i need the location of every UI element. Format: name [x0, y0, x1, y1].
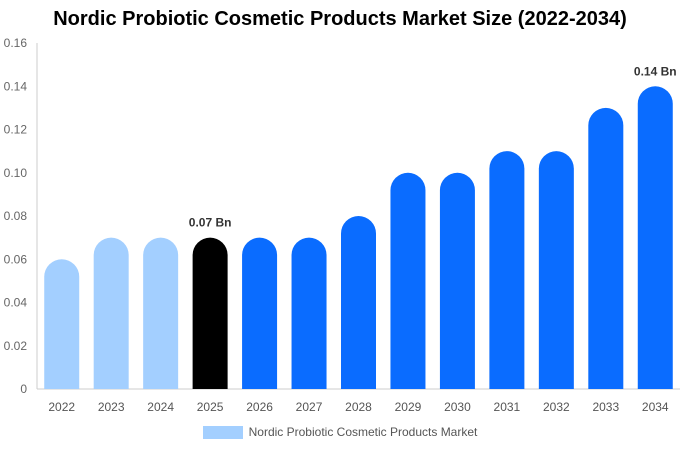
y-tick-label: 0.08 [4, 209, 28, 223]
y-tick-label: 0.10 [4, 166, 28, 180]
bar-2030 [439, 172, 475, 389]
x-tick-label: 2029 [395, 400, 422, 414]
bar-2033 [588, 107, 624, 389]
x-tick-label: 2032 [543, 400, 570, 414]
x-tick-label: 2034 [642, 400, 669, 414]
bar-2027 [291, 237, 327, 389]
chart-bars [44, 86, 673, 389]
bar-2034 [637, 86, 673, 389]
chart-title: Nordic Probiotic Cosmetic Products Marke… [53, 8, 627, 30]
x-tick-label: 2030 [444, 400, 471, 414]
bar-2022 [44, 259, 80, 389]
bar-2028 [341, 216, 376, 389]
x-tick-label: 2031 [494, 400, 521, 414]
bar-2025 [192, 237, 228, 389]
y-tick-label: 0.12 [4, 123, 28, 137]
x-tick-label: 2027 [296, 400, 323, 414]
bar-2023 [93, 237, 129, 389]
y-tick-label: 0 [20, 382, 27, 396]
y-tick-label: 0.14 [4, 79, 28, 93]
x-tick-label: 2025 [197, 400, 224, 414]
x-tick-label: 2024 [147, 400, 174, 414]
legend-swatch [202, 425, 243, 439]
x-tick-label: 2026 [246, 400, 273, 414]
x-tick-label: 2022 [48, 400, 75, 414]
x-tick-label: 2028 [345, 400, 372, 414]
bar-2024 [143, 237, 179, 389]
data-label-2025: 0.07 Bn [189, 216, 232, 230]
bar-2032 [538, 151, 574, 389]
x-tick-label: 2033 [592, 400, 619, 414]
y-tick-label: 0.02 [4, 339, 28, 353]
y-tick-label: 0.04 [4, 296, 28, 310]
chart-labels: 2022 2023 2024 2025 0.07 Bn 2026 2027 2028 2029 2… [48, 64, 676, 414]
y-tick-label: 0.16 [4, 36, 28, 50]
bar-2031 [489, 151, 525, 389]
y-tick-label: 0.06 [4, 252, 28, 266]
data-label-2034: 0.14 Bn [634, 64, 677, 78]
bar-2029 [390, 172, 426, 389]
x-tick-label: 2023 [98, 400, 125, 414]
legend-label: Nordic Probiotic Cosmetic Products Marke… [248, 425, 478, 439]
legend: Nordic Probiotic Cosmetic Products Marke… [0, 425, 680, 439]
bar-2026 [242, 237, 278, 389]
